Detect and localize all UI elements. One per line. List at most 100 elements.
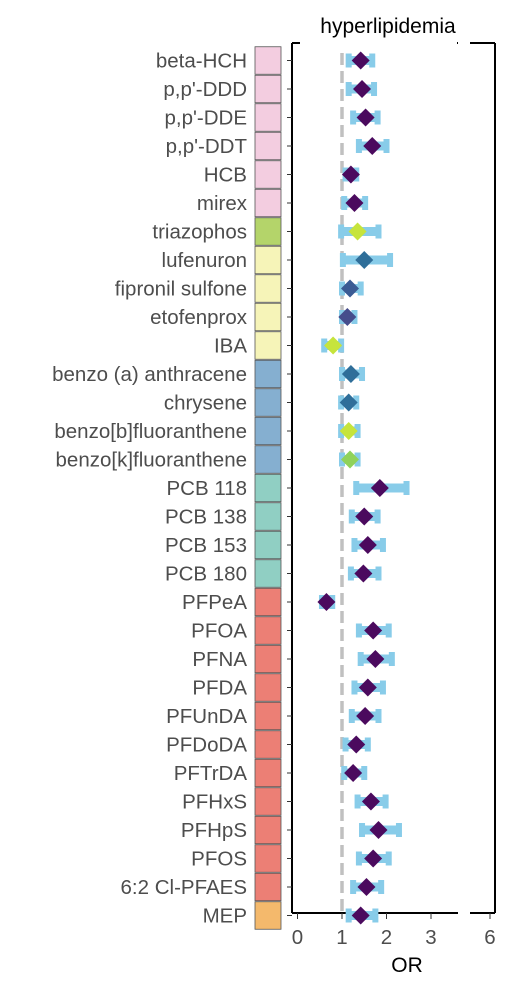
row-label: benzo (a) anthracene	[52, 363, 247, 386]
group-cell	[254, 587, 282, 617]
or-point	[358, 678, 377, 697]
row-label: mirex	[197, 192, 248, 215]
row-label: lufenuron	[162, 249, 247, 272]
plot-panel: hyperlipidemia	[291, 15, 496, 914]
or-point	[366, 650, 385, 668]
or-point	[317, 593, 336, 611]
plot-marks	[317, 51, 410, 925]
or-point	[357, 878, 376, 896]
or-point	[345, 194, 364, 212]
row-label: PFDoDA	[166, 734, 247, 757]
group-cell	[254, 217, 282, 246]
or-point	[364, 849, 383, 868]
group-cell	[254, 502, 282, 531]
group-cell	[254, 274, 282, 303]
chart-title: hyperlipidemia	[320, 15, 456, 38]
or-point	[339, 393, 358, 412]
group-color-strip	[254, 46, 282, 930]
or-point	[339, 422, 358, 440]
group-cell	[254, 131, 282, 161]
or-point	[355, 251, 374, 269]
row-label: PFTrDA	[174, 762, 248, 785]
or-point	[361, 792, 380, 811]
or-point	[370, 479, 389, 497]
x-tick-label: 1	[336, 926, 347, 949]
row-label: beta-HCH	[156, 50, 247, 73]
row-label: PFUnDA	[166, 705, 247, 728]
row-label: chrysene	[164, 392, 247, 415]
group-cell	[254, 416, 282, 446]
group-cell	[254, 758, 282, 788]
group-cell	[254, 559, 282, 588]
group-cell	[254, 331, 282, 360]
group-cell	[254, 74, 282, 104]
group-cell	[254, 302, 282, 332]
group-cell	[254, 530, 282, 560]
group-cell	[254, 673, 282, 702]
row-label: p,p'-DDT	[166, 135, 248, 158]
row-label: 6:2 Cl-PFAES	[121, 876, 247, 899]
group-cell	[254, 844, 282, 873]
or-point	[358, 536, 377, 554]
or-point	[347, 735, 366, 754]
row-label: PFNA	[192, 648, 247, 671]
row-labels: beta-HCH p,p'-DDD p,p'-DDE p,p'-DDT HCB mirex…	[52, 50, 248, 928]
group-cell	[254, 245, 282, 275]
or-point	[351, 906, 370, 925]
or-point	[354, 564, 373, 583]
x-tick-label: 6	[484, 926, 495, 949]
row-label: fipronil sulfone	[115, 278, 247, 301]
x-axis-label: OR	[391, 954, 423, 977]
group-cell	[254, 901, 282, 930]
or-point	[356, 108, 375, 127]
row-label: PCB 153	[165, 534, 247, 557]
x-tick-label: 2	[381, 926, 392, 949]
or-point	[353, 80, 372, 98]
row-label: PFOA	[191, 620, 247, 643]
or-point	[341, 279, 360, 298]
group-cell	[254, 872, 282, 902]
group-cell	[254, 644, 282, 674]
or-point	[356, 707, 375, 725]
group-cell	[254, 701, 282, 731]
group-cell	[254, 160, 282, 189]
group-cell	[254, 388, 282, 417]
group-cell	[254, 730, 282, 759]
row-label: PCB 138	[165, 506, 247, 529]
x-tick-label: 3	[425, 926, 436, 949]
or-point	[364, 621, 383, 640]
row-label: p,p'-DDE	[164, 107, 247, 130]
row-label: PCB 118	[166, 477, 247, 500]
x-axis: 0 1 2 3 6 OR	[287, 60, 496, 977]
x-tick-label: 0	[292, 926, 303, 949]
or-point	[341, 450, 360, 469]
or-point	[363, 137, 382, 155]
or-point	[355, 507, 374, 526]
group-cell	[254, 787, 282, 816]
row-label: p,p'-DDD	[163, 78, 247, 101]
or-point	[324, 336, 343, 355]
group-cell	[254, 103, 282, 132]
or-point	[341, 365, 360, 383]
or-point	[369, 821, 388, 839]
or-point	[348, 222, 367, 241]
row-label: PFOS	[191, 848, 247, 871]
row-label: PFHpS	[181, 819, 247, 842]
row-label: IBA	[214, 335, 247, 358]
row-label: HCB	[204, 164, 247, 187]
group-cell	[254, 473, 282, 503]
or-point	[344, 764, 363, 782]
row-label: MEP	[203, 905, 247, 928]
group-cell	[254, 815, 282, 845]
group-cell	[254, 445, 282, 474]
group-cell	[254, 188, 282, 218]
or-point	[341, 165, 360, 184]
row-label: PFPeA	[182, 591, 247, 614]
row-label: etofenprox	[150, 306, 248, 329]
row-label: PFDA	[192, 677, 247, 700]
row-label: benzo[b]fluoranthene	[54, 420, 247, 443]
group-cell	[254, 359, 282, 389]
or-point	[338, 308, 357, 326]
row-label: benzo[k]fluoranthene	[56, 449, 247, 472]
